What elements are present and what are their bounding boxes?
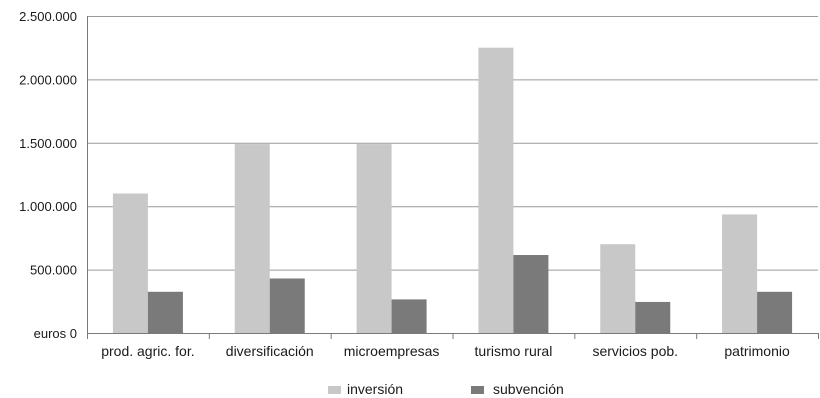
x-category-label: prod. agric. for.: [101, 343, 194, 359]
x-category-label: diversificación: [226, 343, 314, 359]
bar-subvencion: [635, 301, 671, 333]
legend-swatch-subvencion: [471, 386, 484, 394]
bar-subvencion: [513, 255, 549, 333]
y-tick-label: 1.000.000: [19, 199, 77, 214]
bar-inversion: [478, 47, 514, 333]
bar-subvencion: [269, 278, 305, 333]
x-category-label: patrimonio: [724, 343, 790, 359]
y-tick-label: euros 0: [34, 326, 77, 341]
y-tick-label: 500.000: [30, 263, 77, 278]
bars: [112, 47, 793, 333]
gridlines: [87, 16, 818, 334]
legend-swatch-inversion: [328, 386, 341, 394]
bar-inversion: [722, 214, 758, 333]
x-category-label: turismo rural: [475, 343, 553, 359]
bar-subvencion: [147, 291, 183, 333]
y-axis: euros 0 500.000 1.000.000 1.500.000 2.000.00…: [19, 9, 88, 341]
bar-subvencion: [757, 291, 793, 333]
bar-subvencion: [391, 299, 427, 333]
y-tick-label: 2.000.000: [19, 72, 77, 87]
bar-inversion: [112, 193, 148, 333]
x-category-label: servicios pob.: [592, 343, 678, 359]
bar-inversion: [234, 144, 270, 333]
bar-inversion: [356, 144, 392, 333]
legend: inversión subvención: [328, 381, 564, 397]
legend-label: inversión: [347, 381, 403, 397]
legend-label: subvención: [493, 381, 564, 397]
y-tick-label: 1.500.000: [19, 136, 77, 151]
bar-inversion: [600, 244, 636, 333]
y-tick-label: 2.500.000: [19, 9, 77, 24]
x-axis: prod. agric. for. diversificación microemp…: [87, 333, 819, 359]
x-category-label: microempresas: [344, 343, 440, 359]
